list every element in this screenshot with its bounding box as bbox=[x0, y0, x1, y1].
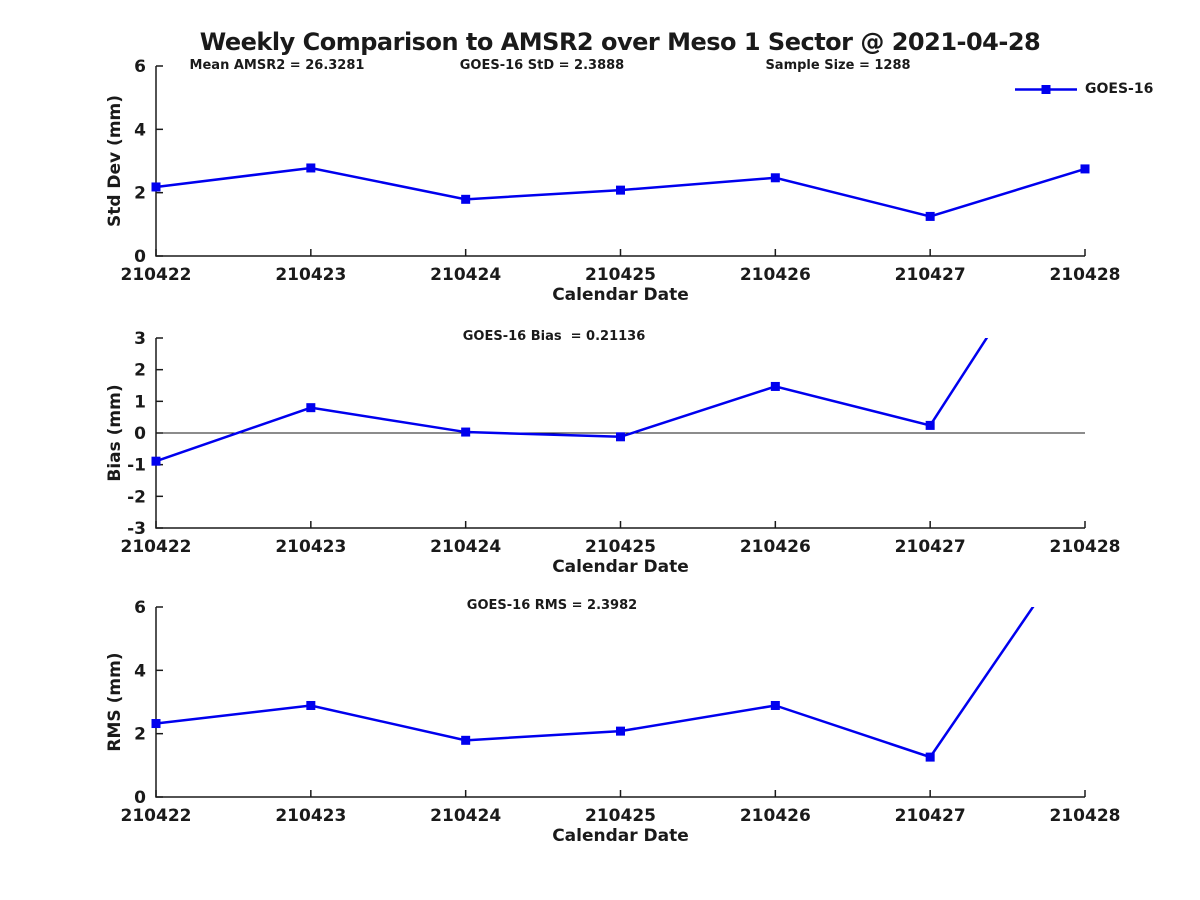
bias-panel-plot: -3 -2 -1 0 1 2 3 210422 210423 210424 210425 210426… bbox=[105, 329, 1121, 577]
x-tick-label: 210424 bbox=[430, 537, 501, 557]
data-point-marker bbox=[925, 420, 935, 430]
data-point-marker bbox=[616, 432, 625, 442]
x-tick-label: 210425 bbox=[585, 806, 656, 826]
annotation-mean-amsr2: Mean AMSR2 = 26.3281 bbox=[189, 58, 365, 73]
axis-lines bbox=[155, 66, 1085, 257]
y-axis-title: Bias (mm) bbox=[105, 384, 125, 481]
x-tick-label: 210422 bbox=[121, 537, 192, 557]
y-tick-label: 6 bbox=[134, 57, 146, 77]
legend-line-icon bbox=[1015, 84, 1077, 94]
y-tick-label: 4 bbox=[134, 120, 146, 140]
axis-lines bbox=[155, 607, 1085, 798]
y-tick-label: 0 bbox=[134, 247, 146, 267]
legend: GOES-16 bbox=[1014, 81, 1153, 97]
annotation-goes16-bias: GOES-16 Bias = 0.21136 bbox=[462, 329, 646, 344]
x-tick-label: 210427 bbox=[895, 537, 966, 557]
x-tick-label: 210424 bbox=[430, 806, 501, 826]
x-tick-label: 210428 bbox=[1050, 537, 1121, 557]
data-point-marker bbox=[151, 719, 161, 729]
x-axis-title: Calendar Date bbox=[552, 826, 689, 846]
annotation-goes16-std: GOES-16 StD = 2.3888 bbox=[459, 58, 625, 73]
data-point-marker bbox=[306, 163, 316, 173]
y-axis-title: Std Dev (mm) bbox=[105, 95, 125, 227]
y-axis-title: RMS (mm) bbox=[105, 652, 125, 751]
data-point-marker bbox=[616, 726, 625, 736]
data-point-marker bbox=[770, 700, 780, 710]
x-axis-title: Calendar Date bbox=[552, 285, 689, 305]
y-tick-label: -2 bbox=[127, 487, 146, 507]
y-tick-label: 2 bbox=[134, 184, 146, 204]
y-tick-label: 2 bbox=[134, 361, 146, 381]
x-tick-label: 210428 bbox=[1050, 806, 1121, 826]
x-tick-label: 210426 bbox=[740, 806, 811, 826]
rms-panel-plot: 0 2 4 6 210422 210423 210424 210425 210426 210427… bbox=[105, 598, 1121, 846]
x-tick-label: 210428 bbox=[1050, 265, 1121, 285]
x-tick-label: 210425 bbox=[585, 537, 656, 557]
x-tick-label: 210427 bbox=[895, 806, 966, 826]
x-tick-label: 210424 bbox=[430, 265, 501, 285]
x-axis-title: Calendar Date bbox=[552, 557, 689, 577]
y-tick-label: 0 bbox=[134, 424, 146, 444]
legend-label: GOES-16 bbox=[1085, 81, 1154, 97]
x-tick-label: 210422 bbox=[121, 265, 192, 285]
stddev-panel-plot: 0 2 4 6 210422 210423 210424 210425 210426 210427… bbox=[105, 57, 1121, 305]
x-tick-label: 210422 bbox=[121, 806, 192, 826]
data-point-marker bbox=[461, 194, 471, 204]
data-point-marker bbox=[925, 752, 935, 762]
data-point-marker bbox=[461, 427, 471, 437]
y-tick-label: 4 bbox=[134, 661, 146, 681]
x-tick-label: 210423 bbox=[275, 806, 346, 826]
x-tick-label: 210427 bbox=[895, 265, 966, 285]
x-tick-label: 210423 bbox=[275, 537, 346, 557]
chart-title: Weekly Comparison to AMSR2 over Meso 1 S… bbox=[199, 28, 1041, 56]
x-tick-label: 210426 bbox=[740, 537, 811, 557]
data-point-marker bbox=[1080, 164, 1090, 174]
y-tick-label: 3 bbox=[134, 329, 146, 349]
x-tick-label: 210423 bbox=[275, 265, 346, 285]
x-tick-label: 210426 bbox=[740, 265, 811, 285]
data-point-marker bbox=[461, 735, 471, 745]
annotation-goes16-rms: GOES-16 RMS = 2.3982 bbox=[466, 598, 638, 613]
data-point-marker bbox=[151, 182, 161, 192]
y-tick-label: 1 bbox=[134, 392, 146, 412]
x-tick-label: 210425 bbox=[585, 265, 656, 285]
data-point-marker bbox=[770, 381, 780, 391]
data-point-marker bbox=[616, 185, 625, 195]
data-point-marker bbox=[151, 456, 161, 466]
y-tick-label: 2 bbox=[134, 725, 146, 745]
data-point-marker bbox=[306, 403, 316, 413]
data-point-marker bbox=[925, 211, 935, 221]
y-tick-label: 6 bbox=[134, 598, 146, 618]
y-tick-label: -1 bbox=[127, 456, 146, 476]
annotation-sample-size: Sample Size = 1288 bbox=[765, 58, 911, 73]
data-point-marker bbox=[770, 173, 780, 183]
y-tick-label: 0 bbox=[134, 788, 146, 808]
data-point-marker bbox=[306, 700, 316, 710]
y-tick-label: -3 bbox=[127, 519, 146, 539]
